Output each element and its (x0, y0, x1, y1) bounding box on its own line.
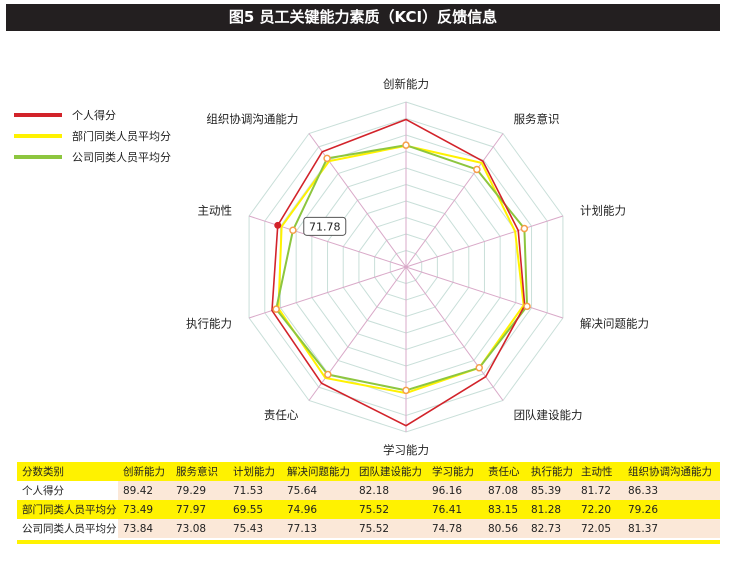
table-cell: 76.41 (427, 500, 483, 519)
table-header-cell: 服务意识 (176, 466, 218, 478)
data-point (289, 226, 297, 235)
table-header-cell: 创新能力 (123, 466, 165, 478)
table-cell: 81.72 (576, 481, 623, 500)
legend-label-dept: 部门同类人员平均分 (72, 129, 171, 143)
table-header-row: 分数类别 创新能力 服务意识 计划能力 解决问题能力 团队建设能力 学习能力 责… (17, 462, 720, 481)
chart-title: 图5 员工关键能力素质（KCI）反馈信息 (6, 4, 720, 31)
table-cell: 85.39 (526, 481, 576, 500)
legend-item-company: 公司同类人员平均分 (14, 146, 171, 167)
table-cell: 82.73 (526, 519, 576, 538)
table-header-cell: 责任心 (488, 466, 520, 478)
data-point (402, 141, 410, 149)
legend-item-dept: 部门同类人员平均分 (14, 125, 171, 146)
table-cell: 73.84 (118, 519, 171, 538)
series-line (271, 118, 526, 427)
table-cell: 96.16 (427, 481, 483, 500)
table-header-cell: 解决问题能力 (287, 466, 350, 478)
table-cell: 82.18 (354, 481, 427, 500)
axis-spoke (405, 215, 564, 268)
table-cell: 81.28 (526, 500, 576, 519)
tooltip-box (303, 216, 347, 236)
legend-swatch-company (14, 154, 62, 159)
row-label: 个人得分 (22, 485, 64, 497)
table-cell: 69.55 (228, 500, 282, 519)
legend-label-company: 公司同类人员平均分 (72, 150, 171, 164)
table-header-cell: 组织协调沟通能力 (628, 466, 712, 478)
axis-label: 学习能力 (383, 443, 429, 457)
data-point (324, 370, 332, 379)
legend-swatch-dept (14, 133, 62, 138)
table-cell: 75.43 (228, 519, 282, 538)
table-cell: 73.49 (118, 500, 171, 519)
legend-item-personal: 个人得分 (14, 104, 171, 125)
row-label: 公司同类人员平均分 (22, 523, 117, 535)
legend-label-personal: 个人得分 (72, 108, 116, 122)
table-cell: 71.53 (228, 481, 282, 500)
data-point (272, 305, 280, 313)
table-cell: 87.08 (483, 481, 526, 500)
row-label: 部门同类人员平均分 (22, 504, 117, 516)
table-header-category: 分数类别 (22, 466, 64, 478)
table-cell: 75.52 (354, 519, 427, 538)
highlight-point (274, 221, 282, 229)
data-point (475, 364, 483, 372)
table-cell: 72.05 (576, 519, 623, 538)
data-point (323, 154, 331, 163)
table-header-cell: 学习能力 (432, 466, 474, 478)
table-bottom-rule (17, 540, 720, 544)
table-header-cell: 计划能力 (233, 466, 275, 478)
table-cell: 73.08 (171, 519, 228, 538)
axis-label: 计划能力 (580, 203, 626, 217)
table-cell: 79.29 (171, 481, 228, 500)
tooltip-value: 71.78 (309, 220, 341, 233)
data-point (523, 302, 531, 311)
axis-label: 责任心 (264, 408, 299, 422)
axis-spoke (405, 266, 564, 319)
table-cell: 83.15 (483, 500, 526, 519)
axis-label: 主动性 (197, 203, 232, 217)
axis-label: 组织协调沟通能力 (206, 112, 298, 126)
table-cell: 74.78 (427, 519, 483, 538)
axis-label: 服务意识 (514, 112, 560, 126)
table-cell: 75.64 (282, 481, 354, 500)
table-cell: 74.96 (282, 500, 354, 519)
axis-spoke (405, 266, 504, 401)
axis-label: 团队建设能力 (514, 408, 583, 422)
legend-swatch-personal (14, 112, 62, 117)
data-point (473, 165, 481, 174)
table-cell: 77.97 (171, 500, 228, 519)
table-cell: 80.56 (483, 519, 526, 538)
table-cell: 81.37 (623, 519, 720, 538)
table-header-cell: 主动性 (581, 466, 613, 478)
data-point (520, 224, 529, 233)
table-header-cell: 团队建设能力 (359, 466, 422, 478)
table-cell: 72.20 (576, 500, 623, 519)
data-point (402, 386, 410, 395)
axis-spoke (405, 133, 504, 268)
axis-label: 创新能力 (383, 77, 429, 91)
table-row: 个人得分 89.42 79.29 71.53 75.64 82.18 96.16… (17, 481, 720, 500)
table-row: 公司同类人员平均分 73.84 73.08 75.43 77.13 75.52 … (17, 519, 720, 538)
table-header-cell: 执行能力 (531, 466, 573, 478)
table-cell: 86.33 (623, 481, 720, 500)
table-cell: 79.26 (623, 500, 720, 519)
axis-label: 解决问题能力 (580, 317, 649, 331)
table-row: 部门同类人员平均分 73.49 77.97 69.55 74.96 75.52 … (17, 500, 720, 519)
axis-label: 执行能力 (186, 317, 232, 331)
table-cell: 89.42 (118, 481, 171, 500)
legend: 个人得分 部门同类人员平均分 公司同类人员平均分 (14, 104, 171, 167)
score-table: 分数类别 创新能力 服务意识 计划能力 解决问题能力 团队建设能力 学习能力 责… (17, 462, 720, 538)
table-cell: 77.13 (282, 519, 354, 538)
table-cell: 75.52 (354, 500, 427, 519)
